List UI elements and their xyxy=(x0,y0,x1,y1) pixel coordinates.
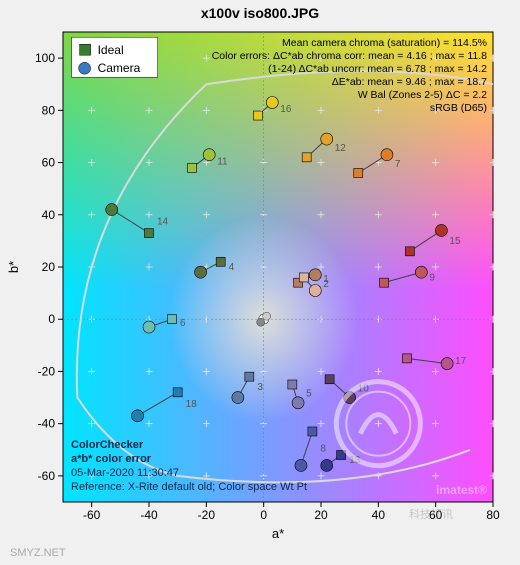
point-label: 5 xyxy=(306,389,312,400)
svg-text:imatest®: imatest® xyxy=(436,483,487,497)
svg-text:-20: -20 xyxy=(38,364,56,378)
point-label: 14 xyxy=(157,216,169,227)
ideal-marker xyxy=(216,257,225,266)
legend-circle-icon xyxy=(79,62,91,74)
legend-square-icon xyxy=(80,44,91,55)
svg-text:80: 80 xyxy=(486,508,500,522)
y-axis-label: b* xyxy=(6,261,21,273)
point-label: 9 xyxy=(429,272,435,283)
camera-marker xyxy=(292,397,304,409)
ideal-marker xyxy=(288,380,297,389)
ideal-marker xyxy=(325,375,334,384)
svg-text:(1-24) ΔC*ab uncorr:: (1-24) ΔC*ab uncorr: mean = 6.78 ; max =… xyxy=(268,63,487,75)
camera-marker xyxy=(203,149,215,161)
camera-marker xyxy=(309,285,321,297)
camera-marker xyxy=(441,358,453,370)
svg-text:Mean camera chroma (saturation: Mean camera chroma (saturation) = 114.5% xyxy=(282,37,487,49)
svg-text:40: 40 xyxy=(372,508,386,522)
camera-marker xyxy=(381,149,393,161)
ideal-marker xyxy=(380,278,389,287)
ideal-marker xyxy=(245,372,254,381)
chart-title: x100v iso800.JPG xyxy=(201,5,319,21)
svg-text:40: 40 xyxy=(42,208,56,222)
svg-text:-20: -20 xyxy=(198,508,216,522)
svg-text:Color errors: ΔC*ab chroma co: Color errors: ΔC*ab chroma corr: mean = … xyxy=(212,50,487,62)
svg-text:0: 0 xyxy=(260,508,267,522)
svg-text:0: 0 xyxy=(48,312,55,326)
svg-text:05-Mar-2020 11:30:47: 05-Mar-2020 11:30:47 xyxy=(71,467,179,479)
svg-text:80: 80 xyxy=(42,103,56,117)
footer-watermark: SMYZ.NET xyxy=(10,547,66,559)
ideal-marker xyxy=(302,153,311,162)
svg-text:-40: -40 xyxy=(38,417,56,431)
point-label: 2 xyxy=(323,279,329,290)
point-label: 15 xyxy=(449,236,461,247)
camera-marker xyxy=(132,410,144,422)
point-label: 8 xyxy=(320,443,326,454)
camera-marker xyxy=(295,459,307,471)
point-label: 4 xyxy=(229,262,235,273)
svg-text:ColorChecker: ColorChecker xyxy=(71,439,144,451)
x-axis-label: a* xyxy=(272,526,284,541)
point-label: 18 xyxy=(186,399,198,410)
svg-text:ΔE*ab: mean = 9.46 ; max = 1: ΔE*ab: mean = 9.46 ; max = 18.7 xyxy=(332,76,487,88)
camera-marker xyxy=(435,224,447,236)
svg-text:科技视讯: 科技视讯 xyxy=(409,507,453,521)
svg-text:a*b* color error: a*b* color error xyxy=(71,453,152,465)
point-label: 16 xyxy=(280,104,292,115)
camera-marker xyxy=(106,204,118,216)
point-label: 11 xyxy=(217,156,228,167)
ideal-marker xyxy=(188,163,197,172)
svg-text:-60: -60 xyxy=(83,508,101,522)
svg-text:sRGB (D65): sRGB (D65) xyxy=(430,102,487,114)
ideal-marker xyxy=(354,169,363,178)
svg-text:20: 20 xyxy=(314,508,328,522)
point-label: 17 xyxy=(455,356,467,367)
point-label: 3 xyxy=(257,382,263,393)
svg-text:W Bal (Zones 2-5) ΔC = 2.2: W Bal (Zones 2-5) ΔC = 2.2 xyxy=(358,89,487,101)
camera-marker xyxy=(232,392,244,404)
ideal-marker xyxy=(173,388,182,397)
ideal-marker xyxy=(253,111,262,120)
camera-marker xyxy=(309,269,321,281)
legend-label: Ideal xyxy=(98,43,124,57)
ideal-marker xyxy=(308,427,317,436)
svg-text:60: 60 xyxy=(42,156,56,170)
ideal-marker xyxy=(145,229,154,238)
point-label: 6 xyxy=(180,318,186,329)
svg-text:-60: -60 xyxy=(38,469,56,483)
point-label: 12 xyxy=(335,143,347,154)
camera-marker xyxy=(415,266,427,278)
svg-text:Reference: X-Rite default old;: Reference: X-Rite default old; Color spa… xyxy=(71,481,307,493)
svg-text:100: 100 xyxy=(35,51,55,65)
camera-marker xyxy=(143,321,155,333)
ideal-marker xyxy=(403,354,412,363)
ideal-marker xyxy=(299,273,308,282)
legend: Ideal Camera xyxy=(72,37,158,77)
ideal-marker xyxy=(167,315,176,324)
camera-marker xyxy=(195,266,207,278)
legend-label: Camera xyxy=(98,61,141,75)
camera-marker xyxy=(266,97,278,109)
svg-text:20: 20 xyxy=(42,260,56,274)
point-label: 7 xyxy=(395,159,401,170)
svg-text:-40: -40 xyxy=(140,508,158,522)
ideal-marker xyxy=(405,247,414,256)
camera-marker xyxy=(321,459,333,471)
camera-marker xyxy=(321,133,333,145)
